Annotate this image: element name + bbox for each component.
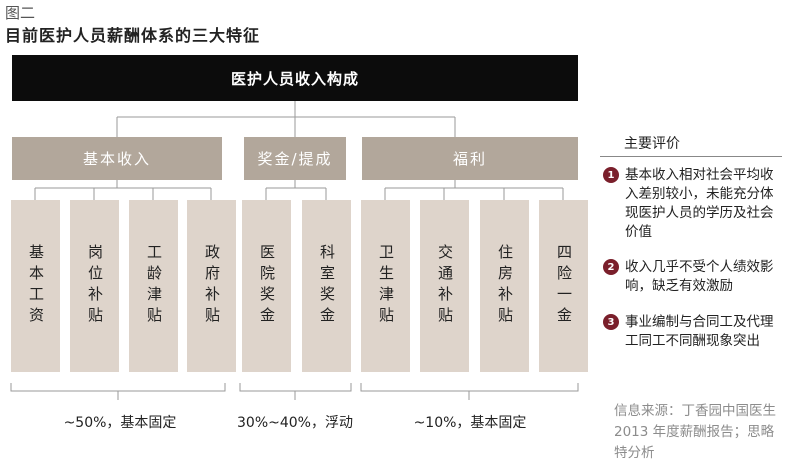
category-basic-income: 基本收入	[12, 137, 222, 180]
evaluation-point-3: 3 事业编制与合同工及代理工同工不同酬现象突出	[603, 313, 783, 351]
category-bonus: 奖金/提成	[244, 137, 346, 180]
category-benefits: 福利	[362, 137, 578, 180]
evaluation-point-2: 2 收入几乎不受个人绩效影响，缺乏有效激励	[603, 258, 783, 296]
leaf-hospital-bonus: 医院奖金	[242, 200, 291, 372]
root-node: 医护人员收入构成	[12, 55, 578, 101]
figure-title: 目前医护人员薪酬体系的三大特征	[5, 26, 261, 45]
leaf-seniority-allowance: 工龄津贴	[129, 200, 178, 372]
evaluation-text: 事业编制与合同工及代理工同工不同酬现象突出	[625, 314, 774, 349]
leaf-department-bonus: 科室奖金	[302, 200, 351, 372]
leaf-post-allowance: 岗位补贴	[70, 200, 119, 372]
leaf-insurance-fund: 四险一金	[539, 200, 588, 372]
figure-label: 图二	[5, 4, 36, 22]
evaluation-text: 基本收入相对社会平均收入差别较小，未能充分体现医护人员的学历及社会价值	[625, 167, 774, 240]
share-basic-income: ~50%，基本固定	[63, 415, 177, 431]
share-benefits: ~10%，基本固定	[413, 415, 527, 431]
panel-divider	[600, 156, 782, 157]
panel-title: 主要评价	[624, 136, 680, 152]
share-bonus: 30%~40%，浮动	[237, 415, 353, 431]
leaf-health-allowance: 卫生津贴	[361, 200, 410, 372]
leaf-base-salary: 基本工资	[11, 200, 60, 372]
number-badge: 3	[603, 314, 619, 330]
leaf-government-subsidy: 政府补贴	[187, 200, 236, 372]
leaf-transport-allowance: 交通补贴	[420, 200, 469, 372]
evaluation-point-1: 1 基本收入相对社会平均收入差别较小，未能充分体现医护人员的学历及社会价值	[603, 166, 783, 242]
evaluation-text: 收入几乎不受个人绩效影响，缺乏有效激励	[625, 259, 774, 294]
number-badge: 1	[603, 167, 619, 183]
source-note: 信息来源：丁香园中国医生 2013 年度薪酬报告；思略特分析	[614, 403, 776, 461]
number-badge: 2	[603, 259, 619, 275]
leaf-housing-allowance: 住房补贴	[480, 200, 529, 372]
